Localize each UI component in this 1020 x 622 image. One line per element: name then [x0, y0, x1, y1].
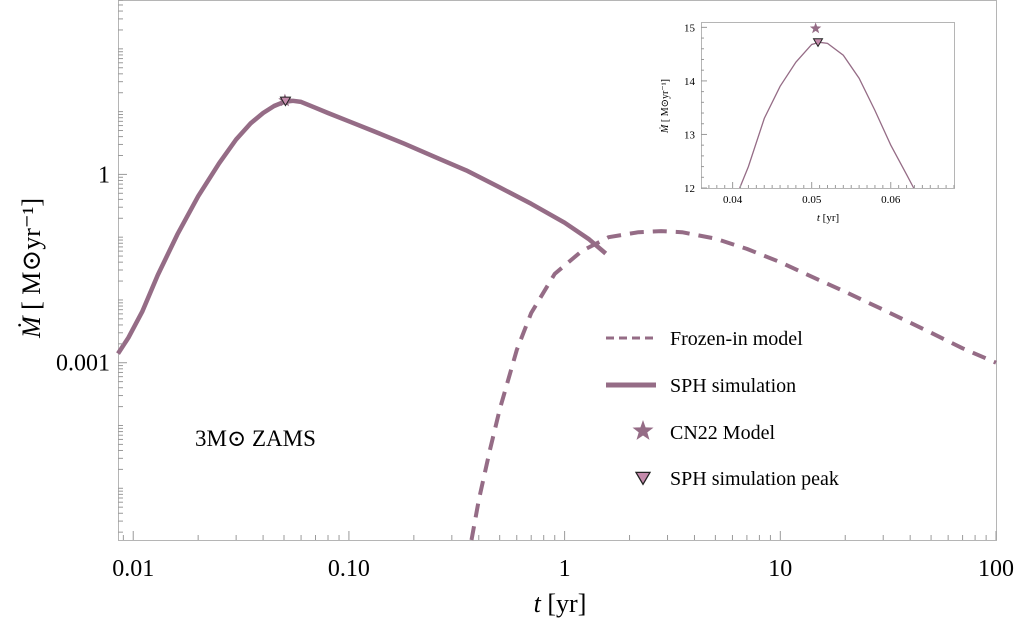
- inset-series-layer: [739, 22, 915, 189]
- inset-marker-peak: [812, 38, 824, 48]
- x-axis-label: t [yr]: [534, 589, 587, 618]
- legend: Frozen-in model SPH simulation CN22 Model S…: [606, 328, 839, 490]
- legend-sph-simulation-label: SPH simulation: [670, 375, 796, 397]
- inset-y-tick-label: 15: [684, 22, 696, 34]
- inset-x-tick-label: 0.04: [723, 194, 743, 206]
- x-tick-label: 10: [768, 556, 792, 582]
- y-axis-label: Ṁ [ M⊙yr⁻¹]: [17, 198, 46, 339]
- inset-series-sph: [739, 41, 915, 189]
- inset-x-tick-label: 0.06: [881, 194, 901, 206]
- legend-sph-peak-label: SPH simulation peak: [670, 468, 839, 490]
- x-tick-label: 0.10: [328, 556, 370, 582]
- inset-y-tick-label: 14: [684, 76, 696, 88]
- inset-x-tick-label: 0.05: [802, 194, 822, 206]
- legend-sph-peak-swatch: [634, 471, 652, 486]
- inset-axis-ticks: 0.04 0.05 0.06 12 13 14 15: [684, 22, 955, 206]
- series-frozen-in-model: [469, 229, 997, 541]
- inset-frame: [701, 22, 955, 189]
- x-tick-label: 1: [559, 556, 571, 582]
- inset-x-axis-label: t [yr]: [817, 212, 839, 224]
- y-tick-label: 0.001: [56, 351, 110, 377]
- y-tick-label: 1: [98, 162, 110, 188]
- inset-chart: 0.04 0.05 0.06 12 13 14 15 t [yr] Ṁ [ M⊙yr⁻¹]: [659, 22, 955, 224]
- x-tick-label: 100: [978, 556, 1014, 582]
- inset-y-tick-label: 12: [684, 183, 695, 195]
- legend-cn22-model-label: CN22 Model: [670, 422, 775, 444]
- marker-sph-peak: [279, 96, 292, 107]
- main-series-layer: [116, 93, 997, 541]
- x-tick-label: 0.01: [112, 556, 154, 582]
- main-axis-ticks: 0.01 0.10 1 10 100 1 0.001: [56, 0, 1014, 582]
- legend-cn22-model-swatch: [632, 420, 654, 440]
- series-sph-simulation: [116, 98, 608, 355]
- inset-y-tick-label: 13: [684, 129, 696, 141]
- legend-frozen-in-model-label: Frozen-in model: [670, 328, 803, 350]
- inset-y-axis-label: Ṁ [ M⊙yr⁻¹]: [659, 79, 671, 134]
- annotation-zams: 3M⊙ ZAMS: [195, 426, 316, 451]
- inset-marker-cn22: [809, 22, 822, 34]
